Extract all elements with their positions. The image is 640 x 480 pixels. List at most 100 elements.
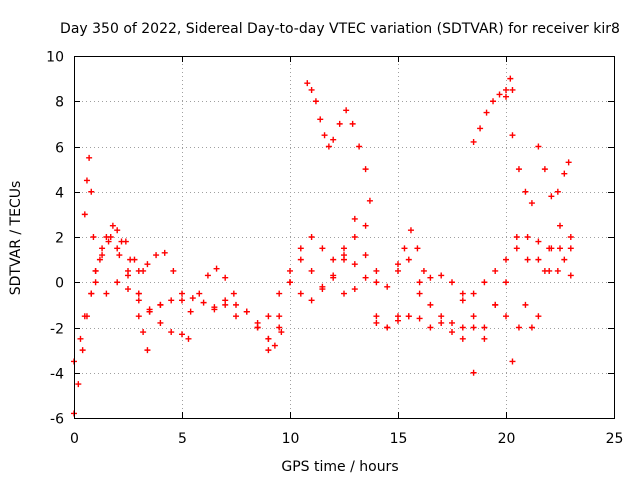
data-point (483, 109, 490, 116)
data-point (157, 319, 164, 326)
data-point (330, 136, 337, 143)
data-point (557, 245, 563, 252)
data-point (492, 267, 499, 274)
data-point (114, 245, 121, 252)
y-tick-label: 6 (55, 141, 64, 157)
data-point (317, 116, 324, 123)
data-point (524, 234, 531, 240)
data-point (567, 245, 574, 252)
data-point (287, 267, 293, 274)
y-tick-label: 0 (55, 276, 64, 292)
data-point (395, 261, 401, 268)
data-point (96, 256, 103, 263)
data-point (567, 272, 574, 279)
data-point (449, 329, 455, 336)
data-point (513, 245, 520, 252)
data-point (507, 75, 514, 82)
data-point (297, 256, 304, 263)
data-point (304, 80, 311, 87)
data-point (373, 319, 380, 326)
data-point (265, 347, 272, 354)
y-tick-labels: -6 -4 -2 0 2 4 6 8 10 (46, 50, 64, 428)
x-tick-label: 20 (498, 431, 516, 447)
data-point (170, 267, 177, 274)
data-point (416, 279, 423, 286)
data-point (233, 313, 239, 320)
data-point (528, 324, 535, 331)
data-point (503, 313, 509, 320)
data-point (114, 227, 121, 234)
data-point (528, 200, 535, 207)
data-point (522, 301, 529, 308)
data-point (414, 245, 421, 252)
data-point (351, 286, 358, 293)
data-point (470, 290, 477, 297)
data-point (75, 381, 82, 388)
data-point (470, 369, 477, 376)
data-point (271, 342, 278, 349)
data-point (459, 335, 466, 342)
y-axis-label: SDTVAR / TECUs (8, 181, 24, 296)
data-point (561, 256, 568, 263)
data-point (481, 335, 488, 342)
data-point (325, 143, 332, 150)
data-point (204, 272, 211, 279)
data-point (125, 286, 131, 293)
data-point (319, 245, 326, 252)
data-point (211, 306, 218, 313)
data-point (157, 301, 164, 308)
data-point (109, 222, 116, 229)
y-tick-label: 4 (55, 186, 64, 202)
data-point (88, 188, 95, 195)
data-point (118, 238, 125, 245)
data-point (362, 222, 369, 229)
data-point (341, 256, 347, 263)
data-point (366, 197, 373, 204)
data-point (384, 283, 391, 290)
data-point (116, 252, 123, 259)
data-point (509, 358, 516, 365)
data-point (79, 347, 86, 354)
x-tick-label: 25 (606, 431, 624, 447)
data-point (92, 267, 99, 274)
data-point (470, 138, 477, 145)
data-point (321, 132, 328, 139)
data-point (416, 290, 423, 297)
data-point (88, 290, 95, 297)
data-point (308, 86, 315, 93)
data-point (515, 324, 522, 331)
data-point (135, 290, 142, 297)
data-point (144, 347, 151, 354)
data-point (449, 319, 455, 326)
data-point (77, 335, 84, 342)
data-point (503, 256, 509, 263)
data-point (343, 107, 350, 114)
data-point (535, 143, 542, 150)
data-point (243, 308, 250, 315)
data-point (92, 279, 99, 286)
data-point (567, 234, 574, 240)
data-point (459, 297, 466, 304)
data-point (336, 120, 343, 127)
data-point (103, 234, 110, 240)
data-point (395, 317, 401, 324)
data-point (312, 98, 319, 105)
data-point (90, 234, 97, 240)
data-point (407, 227, 414, 234)
data-point (481, 279, 488, 286)
data-point (351, 261, 358, 268)
data-point (349, 120, 356, 127)
data-point (362, 252, 369, 259)
data-point (308, 234, 315, 240)
series-sat-04 (92, 222, 237, 315)
data-point (83, 177, 90, 184)
data-point (185, 335, 192, 342)
data-point (373, 279, 380, 286)
data-point (81, 313, 88, 320)
data-point (481, 324, 488, 331)
data-point (561, 170, 568, 177)
data-point (459, 324, 466, 331)
y-tick-label: -6 (50, 412, 64, 428)
data-point (362, 166, 369, 173)
